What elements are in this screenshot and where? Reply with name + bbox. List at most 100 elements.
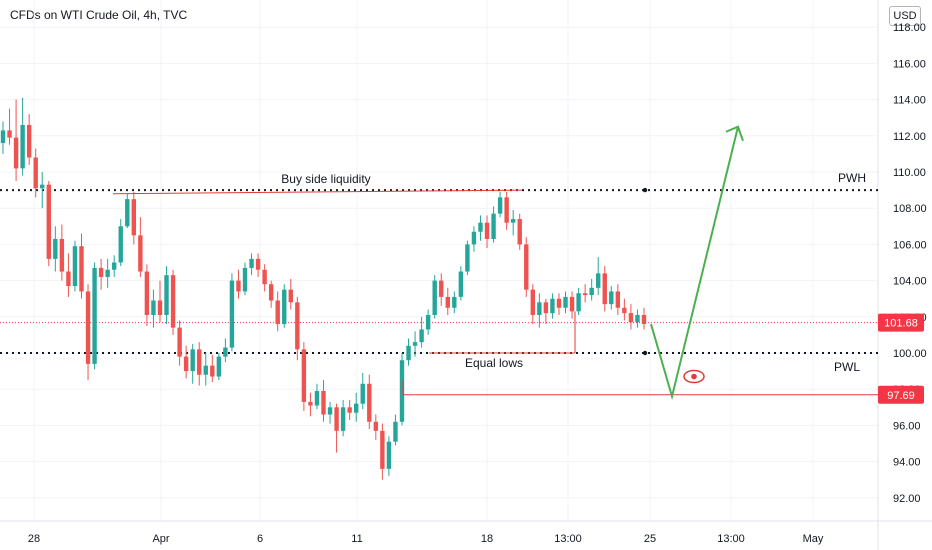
arrow-head xyxy=(725,125,744,142)
level-anchor-dot xyxy=(642,350,648,356)
candle-body xyxy=(197,349,202,375)
candle-body xyxy=(229,280,235,348)
buy-side-liquidity-label: Buy side liquidity xyxy=(281,172,370,186)
candle-body xyxy=(347,407,352,413)
x-tick-label: 28 xyxy=(28,533,40,545)
candle-body xyxy=(425,314,431,330)
x-tick-label: May xyxy=(803,533,824,545)
candle-body xyxy=(556,298,562,308)
candle-body xyxy=(111,262,117,270)
candle-body xyxy=(85,291,91,364)
candle-body xyxy=(491,213,496,239)
candle-body xyxy=(144,271,150,315)
candle-body xyxy=(399,360,405,422)
y-tick-label: 92.00 xyxy=(893,493,921,505)
candle-body xyxy=(314,391,320,406)
candle-body xyxy=(445,296,450,308)
candle-body xyxy=(79,246,84,292)
candle-body xyxy=(170,275,176,328)
candle-body xyxy=(596,273,601,288)
candle-body xyxy=(301,349,307,402)
candle-body xyxy=(380,430,385,469)
pwl-label: PWL xyxy=(834,360,860,374)
candle-body xyxy=(131,199,137,236)
x-tick-label: Apr xyxy=(152,533,169,545)
candle-body xyxy=(628,313,634,323)
candle-body xyxy=(452,296,457,308)
candle-body xyxy=(484,222,490,239)
candle-body xyxy=(98,267,104,277)
pwh-label: PWH xyxy=(838,171,866,185)
candle-body xyxy=(524,244,529,290)
candle-body xyxy=(569,296,575,312)
candle-body xyxy=(635,314,640,323)
candle-body xyxy=(249,258,254,268)
candle-body xyxy=(262,269,267,285)
candle-body xyxy=(40,184,45,189)
price-badge-label: 97.69 xyxy=(887,390,915,402)
price-badge xyxy=(878,313,924,332)
candle-body xyxy=(530,289,536,315)
candle-body xyxy=(504,197,509,223)
candle-body xyxy=(406,345,411,361)
y-tick-label: 114.00 xyxy=(893,95,926,107)
candle-body xyxy=(20,124,25,169)
candle-body xyxy=(609,291,614,305)
candle-body xyxy=(203,365,208,375)
projection-path xyxy=(650,126,739,401)
x-tick-label: 13:00 xyxy=(717,533,745,545)
candle-body xyxy=(59,238,65,272)
y-tick-label: 100.00 xyxy=(893,348,927,360)
y-tick-label: 110.00 xyxy=(893,167,926,179)
candle-body xyxy=(0,130,6,144)
price-badge-label: 101.68 xyxy=(884,318,918,330)
y-tick-label: 104.00 xyxy=(893,276,927,288)
candle-body xyxy=(275,300,280,325)
candle-body xyxy=(13,137,19,169)
price-badge xyxy=(878,385,924,404)
candle-body xyxy=(641,314,647,325)
y-tick-label: 112.00 xyxy=(893,131,926,143)
level-anchor-dot xyxy=(642,187,648,193)
candle-body xyxy=(210,365,215,377)
x-tick-label: 11 xyxy=(351,533,362,545)
candle-body xyxy=(7,130,12,138)
x-tick-label: 18 xyxy=(481,533,493,545)
candle-body xyxy=(386,441,392,469)
candle-body xyxy=(602,273,607,305)
candle-body xyxy=(439,280,444,297)
y-tick-label: 96.00 xyxy=(893,420,921,432)
candle-body xyxy=(105,269,110,277)
candle-body xyxy=(308,401,313,406)
x-tick-label: 25 xyxy=(644,533,656,545)
candle-body xyxy=(321,391,326,415)
candle-body xyxy=(157,300,163,315)
candle-body xyxy=(53,238,58,259)
candle-body xyxy=(510,219,516,223)
y-tick-label: 106.00 xyxy=(893,239,927,251)
y-tick-label: 94.00 xyxy=(893,457,921,469)
candle-body xyxy=(255,258,261,270)
candle-body xyxy=(550,298,555,314)
candle-body xyxy=(177,327,182,357)
candle-body xyxy=(582,293,588,296)
candle-body xyxy=(478,222,483,232)
candle-body xyxy=(471,231,477,245)
candle-body xyxy=(66,271,71,287)
candle-body xyxy=(517,219,522,245)
candle-body xyxy=(458,271,464,297)
candle-body xyxy=(183,356,189,372)
candle-body xyxy=(563,296,568,308)
y-tick-label: 108.00 xyxy=(893,203,927,215)
candle-body xyxy=(340,407,346,431)
candle-body xyxy=(465,244,470,272)
candle-body xyxy=(367,383,372,422)
candle-body xyxy=(589,287,594,296)
candle-body xyxy=(216,356,222,377)
candle-body xyxy=(537,302,542,315)
currency-button[interactable]: USD xyxy=(889,6,921,26)
candle-body xyxy=(72,246,78,287)
candle-body xyxy=(268,284,274,301)
candle-body xyxy=(622,307,627,314)
